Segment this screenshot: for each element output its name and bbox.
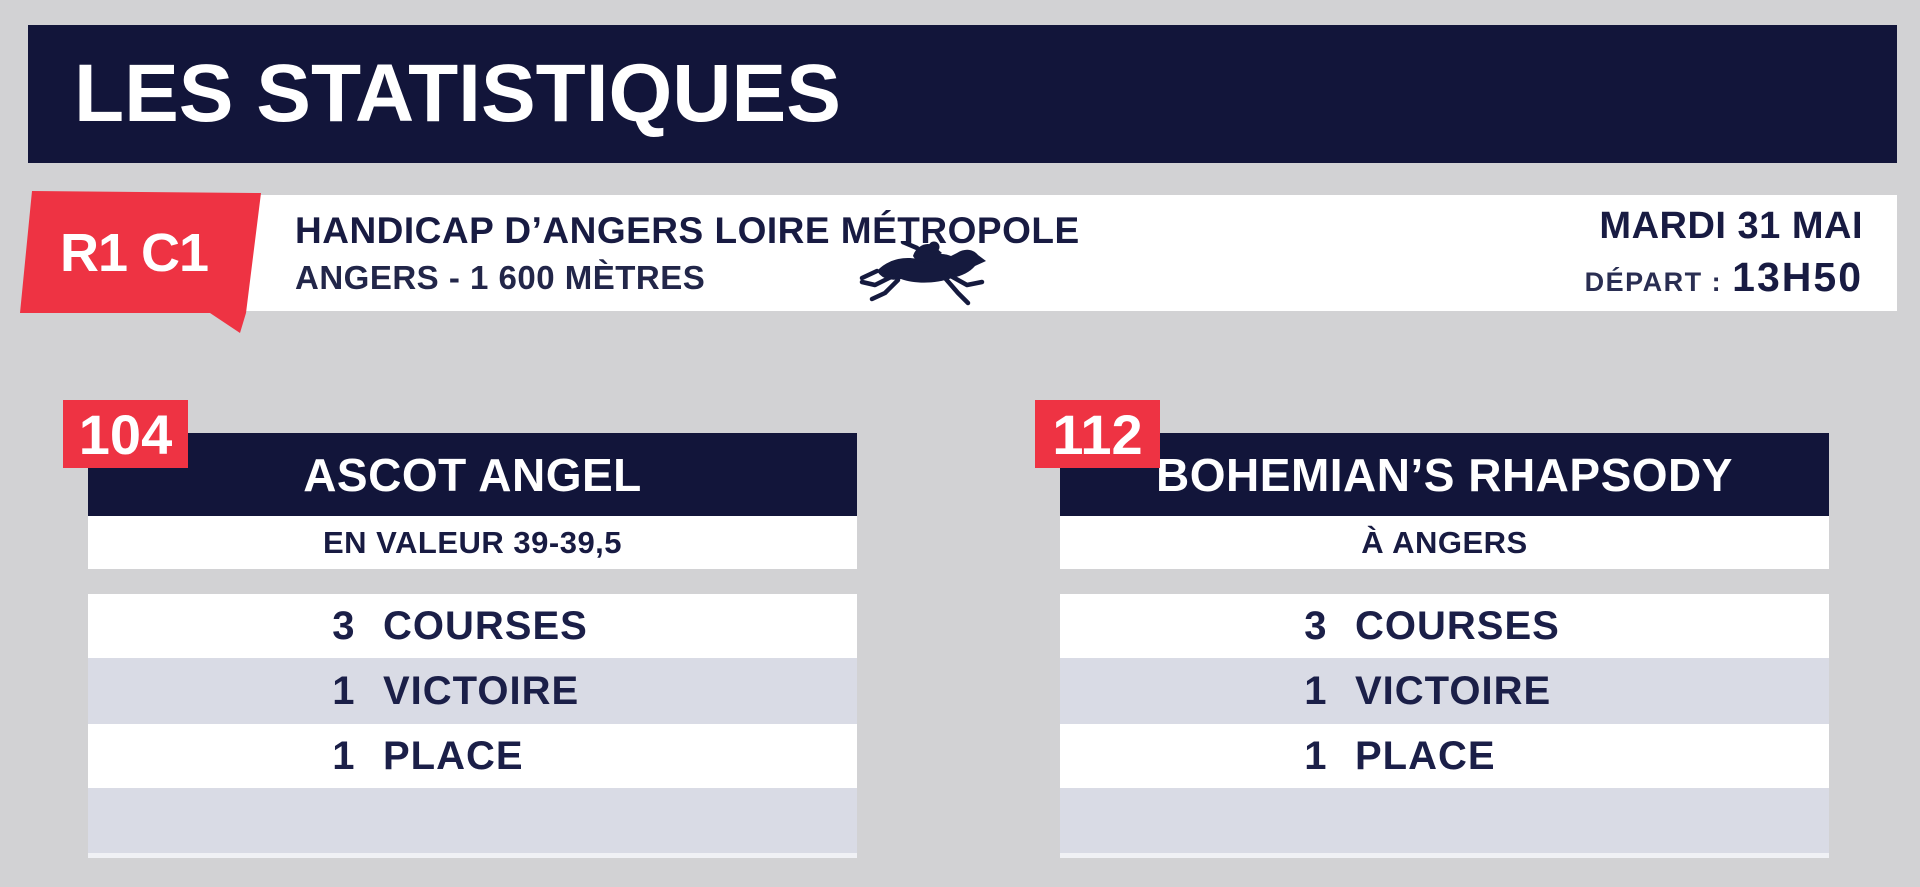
horse-context: EN VALEUR 39-39,5: [322, 524, 623, 560]
race-location-distance: ANGERS - 1 600 MÈTRES: [295, 258, 706, 296]
horse-name: ASCOT ANGEL: [303, 448, 642, 501]
stat-row-victoire: 1 VICTOIRE: [88, 658, 857, 724]
empty-row: [88, 788, 857, 853]
race-badge-label: R1 C1: [59, 223, 209, 283]
badge-shape: [20, 191, 261, 333]
race-title: HANDICAP D’ANGERS LOIRE MÉTROPOLE: [295, 209, 1080, 251]
stat-label: PLACE: [383, 733, 524, 778]
horse-name-bar: BOHEMIAN’S RHAPSODY: [1060, 433, 1829, 516]
race-depart: DÉPART : 13H50: [1585, 254, 1863, 301]
stat-value: 1: [1304, 733, 1327, 778]
horse-context: À ANGERS: [1361, 524, 1528, 560]
race-date: MARDI 31 MAI: [1599, 205, 1863, 247]
card-footer-strip: [88, 853, 857, 858]
stat-row-place: 1 PLACE: [1060, 724, 1829, 788]
horse-name-bar: ASCOT ANGEL: [88, 433, 857, 516]
horse-card-104: 104 ASCOT ANGEL EN VALEUR 39-39,5 3 COUR…: [63, 400, 857, 858]
stat-row-victoire: 1 VICTOIRE: [1060, 658, 1829, 724]
horse-context-bar: À ANGERS: [1060, 516, 1829, 569]
stat-label: VICTOIRE: [1355, 668, 1552, 713]
stat-row-courses: 3 COURSES: [1060, 594, 1829, 658]
stat-value: 3: [332, 603, 355, 648]
horse-name: BOHEMIAN’S RHAPSODY: [1156, 448, 1733, 501]
stat-value: 1: [332, 668, 355, 713]
horse-jockey-icon: [859, 241, 986, 306]
race-number-badge: R1 C1: [18, 190, 264, 336]
stat-value: 1: [1304, 668, 1327, 713]
stat-row-courses: 3 COURSES: [88, 594, 857, 658]
race-info-left: HANDICAP D’ANGERS LOIRE MÉTROPOLE ANGERS…: [295, 195, 1080, 311]
horse-number-badge: 104: [63, 400, 188, 468]
page-title: LES STATISTIQUES: [74, 48, 841, 139]
stats-table: 3 COURSES 1 VICTOIRE 1 PLACE: [1060, 594, 1829, 853]
race-info-right: MARDI 31 MAI DÉPART : 13H50: [1585, 195, 1863, 311]
stat-label: COURSES: [1355, 603, 1560, 648]
race-info-bar: HANDICAP D’ANGERS LOIRE MÉTROPOLE ANGERS…: [205, 195, 1897, 311]
stat-row-place: 1 PLACE: [88, 724, 857, 788]
stats-table: 3 COURSES 1 VICTOIRE 1 PLACE: [88, 594, 857, 853]
horse-card-112: 112 BOHEMIAN’S RHAPSODY À ANGERS 3 COURS…: [1035, 400, 1829, 858]
depart-label: DÉPART :: [1584, 267, 1723, 297]
depart-time: 13H50: [1732, 254, 1863, 300]
card-footer-strip: [1060, 853, 1829, 858]
stat-label: COURSES: [383, 603, 588, 648]
stat-value: 1: [332, 733, 355, 778]
stat-label: PLACE: [1355, 733, 1496, 778]
horse-number-badge: 112: [1035, 400, 1160, 468]
empty-row: [1060, 788, 1829, 853]
stat-value: 3: [1304, 603, 1327, 648]
horse-context-bar: EN VALEUR 39-39,5: [88, 516, 857, 569]
title-bar: LES STATISTIQUES: [28, 25, 1897, 163]
stat-label: VICTOIRE: [383, 668, 580, 713]
